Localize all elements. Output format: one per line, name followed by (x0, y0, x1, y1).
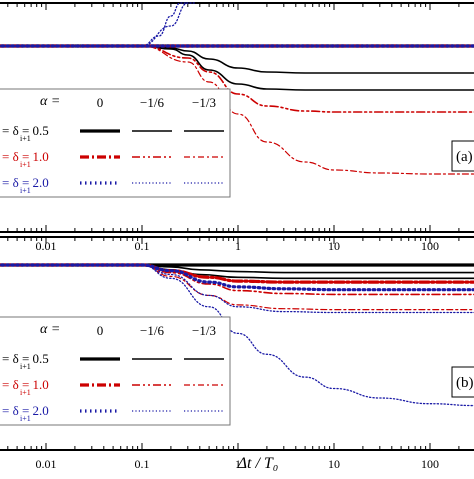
series-line-delta-2-alpha--1_6 (0, 2, 189, 47)
legend-header: α = (40, 322, 60, 337)
panel-a: 1E-30.010.11101001000α =0−1/6−1/3= δ = 0… (0, 2, 474, 253)
x-tick-label: 10 (328, 239, 340, 253)
x-axis-title: Δt / T₀ (237, 455, 279, 472)
panel-label: (b) (456, 375, 474, 391)
x-tick-label: 100 (421, 457, 439, 471)
legend-row-subscript: i+1 (20, 160, 31, 169)
legend-row-subscript: i+1 (20, 388, 31, 397)
legend-row-label: = δ = 1.0 (2, 377, 49, 392)
legend-box (0, 316, 231, 426)
legend-row-label: = δ = 1.0 (2, 149, 49, 164)
legend-column-header: −1/3 (192, 95, 216, 110)
panel-label-box (451, 140, 474, 172)
x-tick-label: 100 (421, 239, 439, 253)
series-line-delta-2-alpha--1_3 (0, 264, 474, 407)
x-tick-label: 1 (235, 457, 241, 471)
x-tick-label: 1 (235, 239, 241, 253)
legend-row-subscript: i+1 (20, 186, 31, 195)
legend-header: α = (40, 94, 60, 109)
x-tick-label: 10 (328, 457, 340, 471)
legend-column-header: −1/6 (140, 323, 164, 338)
series-line-delta-2-alpha-0 (0, 263, 474, 292)
panel-label: (a) (456, 149, 473, 165)
series-line-delta-0.5-alpha--1_6 (0, 45, 474, 74)
legend-row-label: = δ = 2.0 (2, 403, 49, 418)
panel-b: 1E-30.010.11101001000α =0−1/6−1/3= δ = 0… (0, 236, 474, 472)
panel-label-box (451, 366, 474, 398)
series-line-delta-1-alpha-0 (0, 263, 474, 284)
legend-row-subscript: i+1 (20, 414, 31, 423)
x-tick-label: 0.1 (135, 239, 150, 253)
series-line-delta-2-alpha--1_3 (0, 2, 195, 47)
series-line-delta-1-alpha--1_3 (0, 264, 474, 311)
legend-column-header: −1/3 (192, 323, 216, 338)
legend-column-header: −1/6 (140, 95, 164, 110)
x-tick-label: 0.1 (135, 457, 150, 471)
x-tick-label: 0.01 (36, 457, 57, 471)
series-line-delta-1-alpha--1_6 (0, 45, 474, 113)
legend-column-header: 0 (97, 323, 104, 338)
legend-row-label: = δ = 2.0 (2, 175, 49, 190)
legend-row-subscript: i+1 (20, 134, 31, 143)
legend-row-label: = δ = 0.5 (2, 351, 49, 366)
legend-box (0, 88, 231, 198)
legend-row-label: = δ = 0.5 (2, 123, 49, 138)
x-tick-label: 0.01 (36, 239, 57, 253)
series-line-delta-2-alpha--1_6 (0, 264, 474, 314)
legend-column-header: 0 (97, 95, 104, 110)
legend-row-subscript: i+1 (20, 362, 31, 371)
